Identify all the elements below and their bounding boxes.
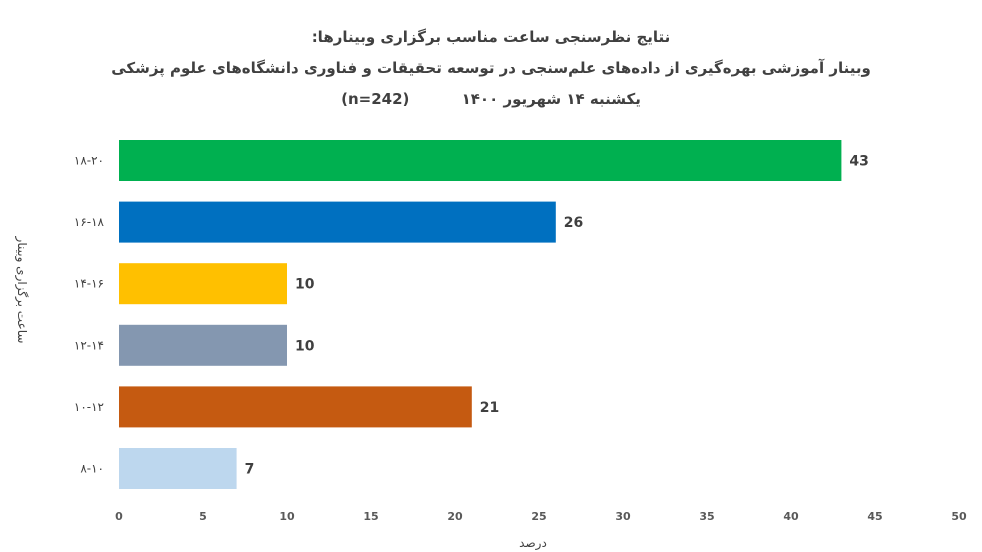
category-label-4: ۱۰-۱۲: [74, 400, 104, 414]
x-tick-label-2: 10: [279, 510, 295, 523]
chart-title-line-2: وبینار آموزشی بهره‌گیری از داده‌های علم‌…: [111, 59, 871, 77]
x-tick-label-5: 25: [531, 510, 546, 523]
category-label-3: ۱۲-۱۴: [74, 338, 104, 352]
x-axis-label: درصد: [519, 536, 547, 550]
data-label-2: 10: [295, 277, 315, 293]
x-tick-label-1: 5: [199, 510, 207, 523]
data-label-1: 26: [564, 215, 583, 231]
data-label-3: 10: [295, 338, 315, 354]
bar-5: [119, 448, 237, 489]
bar-1: [119, 201, 556, 243]
x-tick-label-8: 40: [783, 510, 799, 523]
x-tick-label-7: 35: [699, 510, 714, 523]
x-tick-label-10: 50: [951, 510, 967, 523]
data-label-5: 7: [245, 462, 255, 478]
data-label-0: 43: [849, 154, 868, 170]
chart-title-line-1: نتایج نظرسنجی ساعت مناسب برگزاری وبیناره…: [311, 28, 671, 46]
bar-2: [119, 263, 287, 305]
y-axis-label: ساعت برگزاری وبینار: [15, 236, 29, 344]
x-tick-label-9: 45: [867, 510, 882, 523]
x-tick-label-3: 15: [363, 510, 378, 523]
bar-4: [119, 386, 472, 428]
category-label-1: ۱۶-۱۸: [74, 215, 105, 229]
chart-title-line-3: یکشنبه ۱۴ شهریور ۱۴۰۰ (n=242): [341, 90, 641, 108]
x-tick-label-0: 0: [115, 510, 123, 523]
x-tick-label-4: 20: [447, 510, 463, 523]
bar-3: [119, 324, 287, 366]
data-label-4: 21: [480, 400, 499, 416]
bar-0: [119, 140, 842, 181]
x-tick-label-6: 30: [615, 510, 631, 523]
category-label-2: ۱۴-۱۶: [74, 277, 104, 291]
category-label-5: ۸-۱۰: [80, 462, 104, 476]
category-label-0: ۱۸-۲۰: [74, 154, 104, 168]
chart-title: نتایج نظرسنجی ساعت مناسب برگزاری وبیناره…: [0, 22, 982, 115]
